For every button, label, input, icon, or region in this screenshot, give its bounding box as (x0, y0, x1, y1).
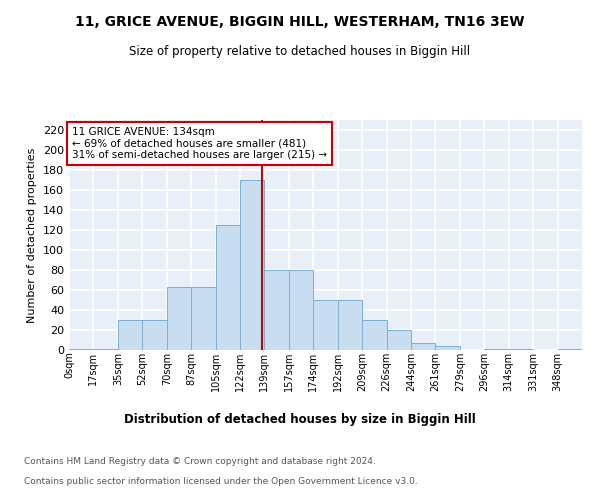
Text: Size of property relative to detached houses in Biggin Hill: Size of property relative to detached ho… (130, 45, 470, 58)
Bar (484, 349, 509, 350)
Text: Contains public sector information licensed under the Open Government Licence v3: Contains public sector information licen… (24, 478, 418, 486)
Bar (362, 320, 386, 350)
Bar (338, 300, 362, 350)
Bar (313, 300, 338, 350)
Bar (142, 320, 167, 350)
Bar (191, 287, 215, 350)
Text: 11, GRICE AVENUE, BIGGIN HILL, WESTERHAM, TN16 3EW: 11, GRICE AVENUE, BIGGIN HILL, WESTERHAM… (75, 15, 525, 29)
Text: Distribution of detached houses by size in Biggin Hill: Distribution of detached houses by size … (124, 412, 476, 426)
Bar (69, 349, 94, 350)
Bar (94, 349, 118, 350)
Bar (557, 349, 582, 350)
Bar (411, 343, 436, 350)
Bar (265, 270, 289, 350)
Bar (215, 225, 240, 350)
Bar (436, 346, 460, 350)
Bar (240, 180, 265, 350)
Bar (118, 320, 142, 350)
Text: Contains HM Land Registry data © Crown copyright and database right 2024.: Contains HM Land Registry data © Crown c… (24, 458, 376, 466)
Bar (289, 270, 313, 350)
Bar (509, 349, 533, 350)
Bar (167, 287, 191, 350)
Y-axis label: Number of detached properties: Number of detached properties (28, 148, 37, 322)
Bar (386, 330, 411, 350)
Text: 11 GRICE AVENUE: 134sqm
← 69% of detached houses are smaller (481)
31% of semi-d: 11 GRICE AVENUE: 134sqm ← 69% of detache… (72, 127, 327, 160)
